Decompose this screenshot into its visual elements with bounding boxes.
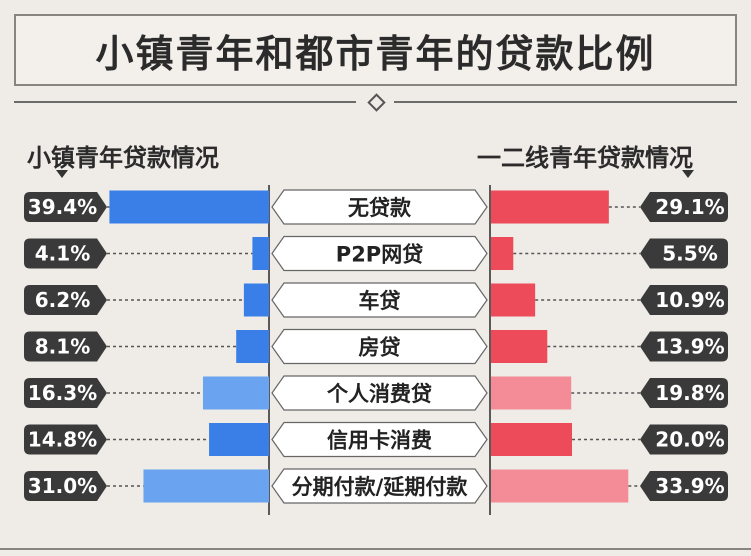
right-value-label: 19.8% [655, 381, 724, 405]
left-value-label: 14.8% [28, 428, 97, 452]
left-value-badge [24, 424, 107, 455]
left-bar [143, 469, 269, 503]
right-value-badge [640, 238, 728, 269]
right-value-label: 33.9% [655, 474, 724, 498]
right-bar [491, 423, 572, 456]
left-bar [252, 237, 269, 270]
bottom-rule [0, 548, 751, 550]
right-bar [491, 376, 572, 410]
left-bar [243, 283, 269, 317]
category-label-box [271, 282, 488, 318]
left-heading-arrow [56, 170, 68, 178]
right-value-badge [640, 424, 728, 455]
right-heading: 一二线青年贷款情况 [477, 144, 693, 172]
left-bar [202, 376, 269, 410]
right-bar [491, 469, 629, 503]
right-heading-arrow [682, 170, 694, 178]
left-value-label: 8.1% [35, 335, 90, 359]
left-value-badge [24, 378, 107, 408]
left-value-badge [24, 331, 107, 362]
category-label: 个人消费贷 [327, 382, 432, 406]
right-value-badge [640, 378, 728, 408]
left-bar [209, 423, 269, 456]
right-value-badge [640, 192, 728, 222]
title-divider-right [394, 101, 737, 103]
left-bar [109, 190, 270, 224]
right-bar [491, 283, 536, 317]
left-value-badge [24, 192, 107, 222]
category-label-box [271, 189, 488, 225]
right-value-label: 29.1% [655, 195, 724, 219]
right-axis-line [489, 185, 491, 515]
right-bar [491, 190, 609, 224]
category-label: 分期付款/延期付款 [292, 475, 469, 499]
category-label-box [271, 375, 488, 411]
left-value-label: 31.0% [28, 474, 97, 498]
title-divider-left [14, 101, 356, 103]
title-box: 小镇青年和都市青年的贷款比例 [14, 14, 737, 86]
category-label: 信用卡消费 [327, 429, 432, 453]
chart-title: 小镇青年和都市青年的贷款比例 [95, 31, 656, 76]
left-heading: 小镇青年贷款情况 [27, 144, 219, 172]
category-label-box [271, 328, 488, 365]
category-label: 房贷 [359, 336, 401, 360]
right-value-label: 10.9% [655, 288, 724, 312]
category-label-box [271, 468, 488, 504]
left-value-badge [24, 238, 107, 269]
left-value-label: 39.4% [28, 195, 97, 219]
category-label: 无贷款 [348, 196, 412, 220]
category-label: 车贷 [359, 289, 401, 313]
category-label: P2P网贷 [336, 243, 423, 267]
left-value-label: 6.2% [35, 288, 90, 312]
category-label-box [271, 421, 488, 458]
right-value-badge [640, 331, 728, 362]
right-value-label: 5.5% [662, 242, 717, 266]
right-bar [491, 330, 548, 363]
left-value-badge [24, 285, 107, 315]
category-label-box [271, 235, 488, 272]
left-value-badge [24, 471, 107, 501]
right-value-label: 13.9% [655, 335, 724, 359]
left-bar [236, 330, 269, 363]
right-value-badge [640, 471, 728, 501]
right-bar [491, 237, 514, 270]
right-value-badge [640, 285, 728, 315]
left-value-label: 16.3% [28, 381, 97, 405]
right-value-label: 20.0% [655, 428, 724, 452]
left-value-label: 4.1% [35, 242, 90, 266]
